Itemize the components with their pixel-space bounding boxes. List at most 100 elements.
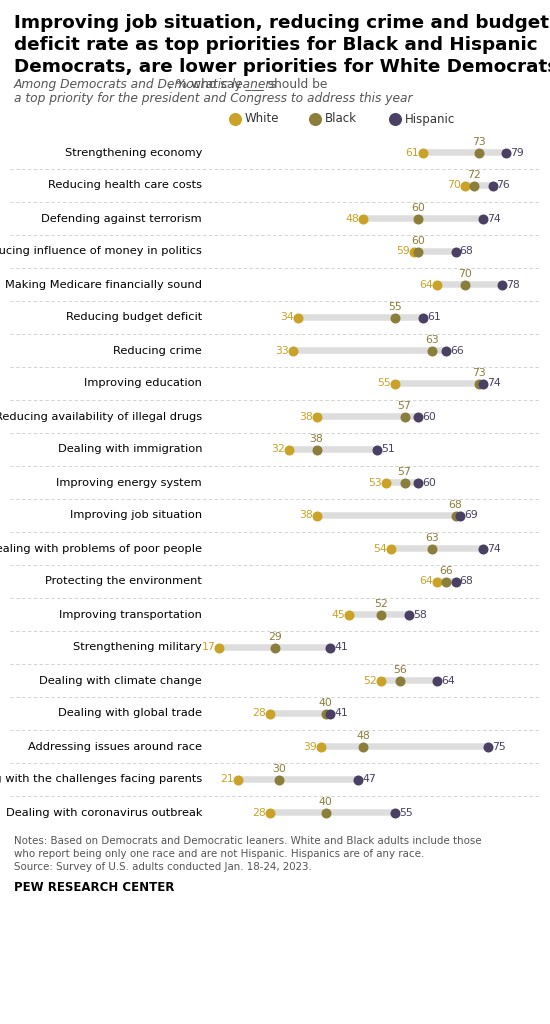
Point <box>382 474 390 490</box>
Text: 61: 61 <box>427 312 441 323</box>
Text: 70: 70 <box>458 269 472 279</box>
Text: 34: 34 <box>280 312 294 323</box>
Text: 52: 52 <box>364 676 377 685</box>
Point <box>294 309 302 326</box>
Point <box>311 111 320 127</box>
Text: 51: 51 <box>381 444 394 455</box>
Text: 52: 52 <box>375 599 388 609</box>
Text: 55: 55 <box>377 379 391 388</box>
Text: Addressing issues around race: Addressing issues around race <box>28 741 202 752</box>
Text: 66: 66 <box>439 566 453 575</box>
Text: Improving job situation, reducing crime and budget: Improving job situation, reducing crime … <box>14 14 549 32</box>
FancyBboxPatch shape <box>293 347 446 353</box>
Point <box>433 276 442 293</box>
FancyBboxPatch shape <box>414 248 455 255</box>
Text: 72: 72 <box>467 170 481 180</box>
Point <box>409 244 418 260</box>
Text: 74: 74 <box>487 213 501 223</box>
Point <box>433 673 442 689</box>
Text: 68: 68 <box>459 247 473 256</box>
Text: 32: 32 <box>271 444 285 455</box>
Text: 28: 28 <box>252 808 266 817</box>
Text: Reducing crime: Reducing crime <box>113 345 202 355</box>
Text: 41: 41 <box>334 642 348 652</box>
Text: Improving job situation: Improving job situation <box>70 511 202 520</box>
Text: 47: 47 <box>362 774 376 784</box>
Text: 33: 33 <box>276 345 289 355</box>
Point <box>405 606 414 623</box>
Text: 39: 39 <box>304 741 317 752</box>
Text: 38: 38 <box>299 412 312 422</box>
FancyBboxPatch shape <box>317 512 460 519</box>
Text: Improving transportation: Improving transportation <box>59 609 202 620</box>
Point <box>414 474 423 490</box>
Text: Dealing with coronavirus outbreak: Dealing with coronavirus outbreak <box>6 808 202 817</box>
Point <box>312 507 321 523</box>
Point <box>419 144 427 161</box>
Point <box>215 639 224 655</box>
Text: Improving education: Improving education <box>84 379 202 388</box>
FancyBboxPatch shape <box>390 545 483 552</box>
Text: Dealing with the challenges facing parents: Dealing with the challenges facing paren… <box>0 774 202 784</box>
Text: Protecting the environment: Protecting the environment <box>45 577 202 587</box>
Text: Strengthening economy: Strengthening economy <box>65 147 202 158</box>
Point <box>474 144 483 161</box>
Text: 57: 57 <box>398 401 411 411</box>
Text: 28: 28 <box>252 709 266 719</box>
Point <box>266 804 274 820</box>
Point <box>479 376 488 392</box>
Point <box>377 673 386 689</box>
Text: 17: 17 <box>201 642 215 652</box>
Point <box>451 244 460 260</box>
Text: 40: 40 <box>319 698 333 708</box>
Text: 68: 68 <box>449 500 463 510</box>
Point <box>502 144 511 161</box>
Point <box>419 309 427 326</box>
Text: 55: 55 <box>399 808 413 817</box>
Text: 58: 58 <box>413 609 427 620</box>
Point <box>386 541 395 557</box>
Text: 76: 76 <box>497 180 510 190</box>
Text: deficit rate as top priorities for Black and Hispanic: deficit rate as top priorities for Black… <box>14 36 538 54</box>
FancyBboxPatch shape <box>386 479 419 485</box>
Point <box>321 706 330 722</box>
Point <box>456 507 465 523</box>
Point <box>442 573 450 590</box>
Point <box>344 606 353 623</box>
Text: PEW RESEARCH CENTER: PEW RESEARCH CENTER <box>14 881 174 894</box>
Text: 60: 60 <box>411 203 425 213</box>
Point <box>326 639 335 655</box>
Text: 64: 64 <box>419 577 433 587</box>
Point <box>326 706 335 722</box>
FancyBboxPatch shape <box>298 314 423 321</box>
Text: 66: 66 <box>450 345 464 355</box>
FancyBboxPatch shape <box>270 711 331 717</box>
Text: Hispanic: Hispanic <box>405 113 455 126</box>
FancyBboxPatch shape <box>465 182 493 188</box>
Point <box>497 276 506 293</box>
Text: who report being only one race and are not Hispanic. Hispanics are of any race.: who report being only one race and are n… <box>14 849 424 859</box>
Point <box>284 441 293 458</box>
Text: Notes: Based on Democrats and Democratic leaners. White and Black adults include: Notes: Based on Democrats and Democratic… <box>14 836 482 846</box>
Point <box>488 177 497 194</box>
Text: 64: 64 <box>419 280 433 290</box>
Text: 53: 53 <box>368 477 382 487</box>
Point <box>483 738 492 755</box>
Point <box>377 606 386 623</box>
Text: 75: 75 <box>492 741 505 752</box>
Text: 70: 70 <box>447 180 461 190</box>
Text: 69: 69 <box>464 511 478 520</box>
FancyBboxPatch shape <box>437 579 455 585</box>
Text: Strengthening military: Strengthening military <box>73 642 202 652</box>
Text: 60: 60 <box>411 236 425 246</box>
Text: Reducing influence of money in politics: Reducing influence of money in politics <box>0 247 202 256</box>
FancyBboxPatch shape <box>363 215 483 222</box>
Point <box>390 111 399 127</box>
Point <box>428 541 437 557</box>
Text: 54: 54 <box>373 544 387 554</box>
Text: Dealing with immigration: Dealing with immigration <box>58 444 202 455</box>
FancyBboxPatch shape <box>289 446 377 453</box>
Text: 55: 55 <box>388 302 402 312</box>
Text: Reducing health care costs: Reducing health care costs <box>48 180 202 190</box>
Text: 61: 61 <box>405 147 419 158</box>
